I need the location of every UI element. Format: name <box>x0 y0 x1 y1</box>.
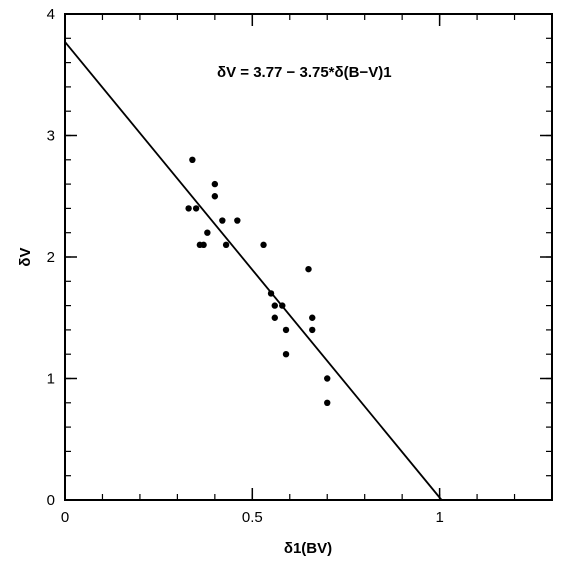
data-point <box>211 193 219 200</box>
data-point <box>219 217 226 224</box>
tick-labels: 0 0.5 1 0 1 2 3 4 <box>47 6 444 526</box>
data-point <box>324 399 331 406</box>
axis-ticks <box>64 13 553 501</box>
data-point <box>200 241 207 249</box>
data-point <box>309 314 316 321</box>
data-point <box>260 241 267 249</box>
y-tick-label: 0 <box>47 492 55 509</box>
data-point <box>211 180 219 188</box>
data-point <box>234 217 241 224</box>
y-tick-label: 1 <box>47 371 55 388</box>
y-tick-label: 3 <box>47 128 55 145</box>
data-point <box>192 205 200 212</box>
data-point <box>282 326 290 334</box>
x-tick-label: 0.5 <box>242 509 263 526</box>
y-axis-title: δV <box>17 247 34 266</box>
x-tick-label: 0 <box>61 509 69 526</box>
y-tick-label: 2 <box>47 249 55 266</box>
data-point <box>305 265 312 273</box>
data-points <box>185 156 331 406</box>
data-point <box>267 290 275 297</box>
data-point <box>271 302 278 309</box>
data-point <box>282 351 290 358</box>
y-tick-label: 4 <box>47 6 55 23</box>
data-point <box>204 229 211 236</box>
data-point <box>309 326 316 334</box>
x-axis-title: δ1(BV) <box>284 540 332 557</box>
x-tick-label: 1 <box>435 509 443 526</box>
data-point <box>189 156 196 163</box>
fit-line <box>64 41 443 501</box>
fit-equation-annotation: δV = 3.77 − 3.75*δ(B−V)1 <box>217 64 392 81</box>
data-point <box>271 314 278 321</box>
data-point <box>324 375 331 382</box>
data-point <box>279 302 286 309</box>
data-point <box>185 205 192 212</box>
data-point <box>222 241 230 249</box>
